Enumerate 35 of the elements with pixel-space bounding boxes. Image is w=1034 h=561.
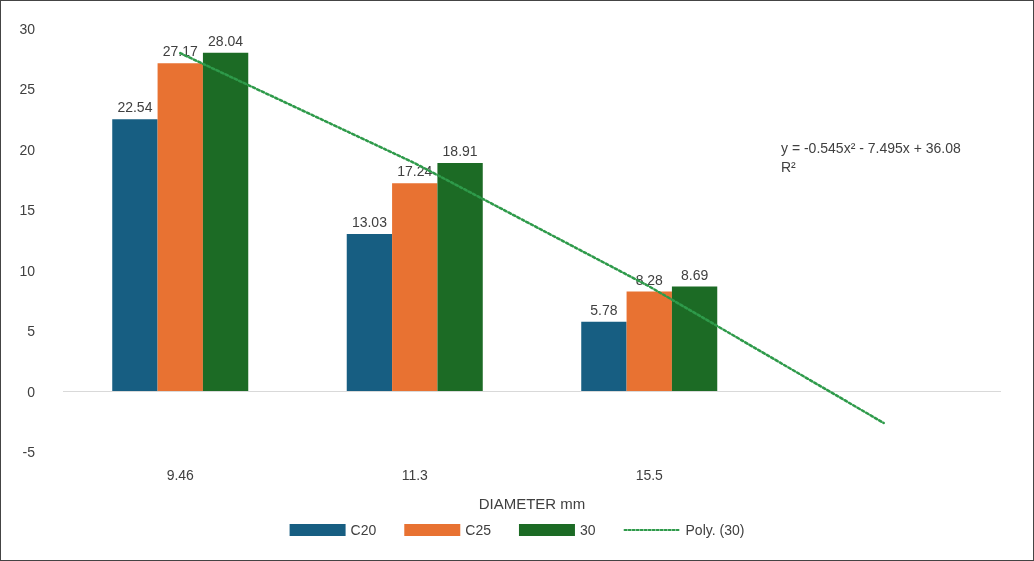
y-tick-label: -5 (22, 444, 36, 460)
data-label: 13.03 (351, 214, 388, 231)
y-tick-label: 30 (19, 21, 36, 37)
y-tick-label: 10 (19, 262, 36, 279)
legend-label: C20 (350, 522, 377, 538)
y-tick-label: 15 (19, 202, 36, 219)
bar (581, 321, 627, 392)
data-label: 8.69 (680, 266, 709, 283)
x-tick-label: 15.5 (635, 467, 664, 483)
data-label: 22.54 (117, 99, 153, 116)
bar (202, 52, 249, 392)
bar (392, 183, 438, 392)
data-label: 8.28 (635, 271, 664, 288)
y-tick-label: 20 (19, 141, 36, 158)
x-tick-label: 11.3 (401, 467, 429, 483)
annotation: R² (781, 159, 797, 175)
annotation: y = -0.545x² - 7.495x + 36.08 (781, 140, 961, 156)
bar (671, 286, 718, 392)
data-label: 5.78 (590, 301, 618, 318)
bar (626, 291, 672, 392)
y-tick-label: 5 (27, 323, 36, 340)
legend-label: 30 (579, 522, 596, 538)
y-tick-label: 25 (19, 81, 36, 98)
legend-label: Poly. (30) (685, 522, 745, 538)
legend-label: C25 (465, 522, 492, 538)
data-label: 28.04 (208, 32, 244, 49)
bar (112, 119, 158, 392)
x-tick-label: 9.46 (166, 467, 195, 483)
data-label: 27.17 (162, 43, 198, 60)
x-axis-title: DIAMETER mm (478, 495, 586, 512)
bar (346, 234, 393, 392)
bar (437, 163, 483, 392)
y-tick-label: 0 (27, 383, 36, 400)
data-label: 18.91 (442, 143, 478, 160)
bar (157, 63, 203, 392)
